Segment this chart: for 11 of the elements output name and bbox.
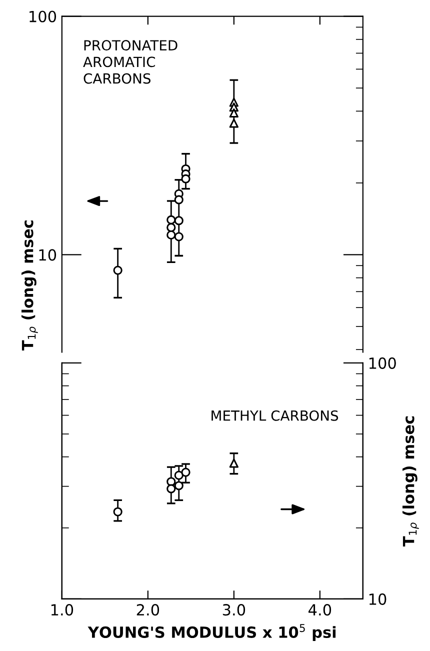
y2-axis-title: T$_{1ρ}$ (long) msec (402, 416, 419, 546)
x-tick-label: 3.0 (222, 604, 246, 616)
y2-tick-label: 100 (369, 357, 396, 369)
annotation: METHYL CARBONS (212, 410, 338, 421)
x-axis-title: YOUNG'S MODULUS x 10$^{5}$ psi (88, 624, 336, 641)
x-tick-label: 2.0 (136, 604, 160, 616)
y2-tick-label: 10 (369, 593, 386, 605)
y-axis-title: T$_{1ρ}$ (long) msec (21, 220, 38, 351)
annotation: PROTONATED AROMATIC CARBONS (83, 40, 178, 84)
x-tick-label: 1.0 (51, 604, 74, 616)
x-tick-label: 4.0 (308, 604, 332, 616)
